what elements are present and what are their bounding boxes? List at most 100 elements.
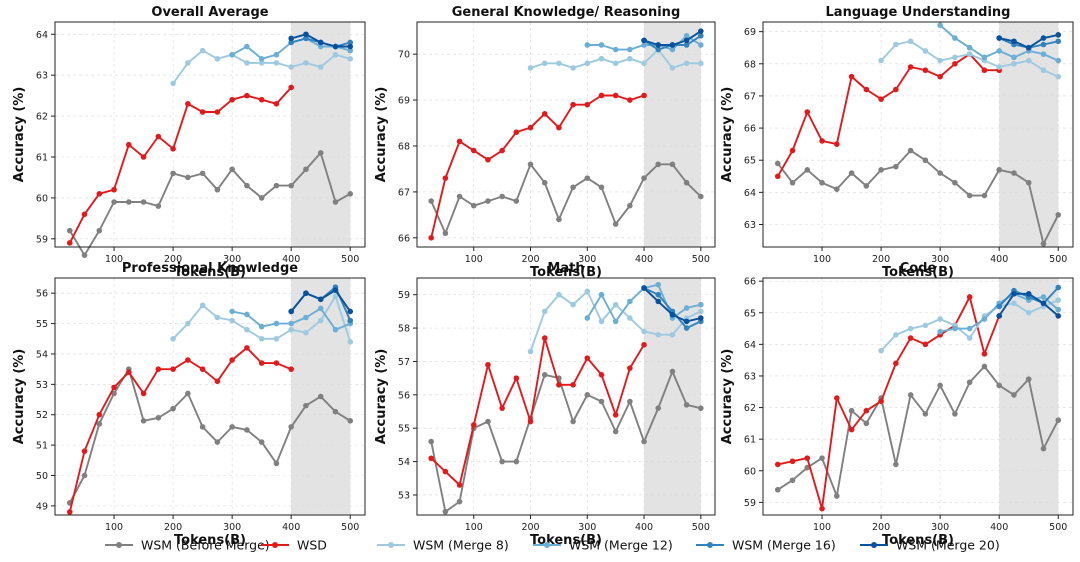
data-point — [527, 161, 534, 168]
data-point — [878, 96, 884, 102]
shaded-region — [999, 278, 1059, 515]
data-point — [229, 357, 235, 363]
y-tick-label: 67 — [398, 187, 410, 198]
data-point — [698, 28, 704, 34]
data-point — [288, 182, 294, 189]
data-point — [347, 47, 354, 54]
data-point — [1011, 291, 1017, 297]
data-point — [834, 395, 840, 401]
data-point — [598, 42, 605, 48]
data-point — [541, 111, 548, 117]
y-tick-label: 54 — [398, 457, 410, 468]
data-point — [288, 308, 294, 315]
y-axis-label: Accuracy (%) — [12, 349, 27, 445]
data-point — [922, 67, 929, 74]
data-point — [598, 318, 605, 325]
data-point — [1040, 51, 1047, 57]
data-point — [456, 138, 463, 145]
data-point — [966, 51, 973, 57]
x-tick-label: 500 — [692, 254, 710, 265]
data-point — [834, 141, 840, 147]
y-tick-label: 56 — [36, 289, 48, 300]
data-point — [627, 202, 633, 209]
data-point — [229, 51, 235, 58]
data-point — [683, 179, 690, 186]
data-point — [317, 317, 324, 324]
y-axis-label: Accuracy (%) — [720, 87, 735, 183]
data-point — [996, 313, 1002, 319]
data-point — [698, 308, 704, 315]
data-point — [258, 323, 265, 330]
y-tick-label: 52 — [36, 410, 48, 421]
data-point — [612, 46, 619, 53]
panel-title: Code — [900, 261, 937, 276]
data-point — [513, 198, 520, 204]
data-point — [244, 182, 250, 189]
data-point — [347, 418, 354, 424]
series-wsm-before-merge — [66, 150, 354, 258]
series-wsm-merge-16 — [996, 284, 1062, 310]
data-point — [456, 498, 463, 505]
chart-panel-general-knowledge-reasoning: 100 200 300 400 500 66 67 68 69 70 General Knowled… — [374, 5, 716, 280]
x-tick-label: 100 — [813, 254, 831, 265]
data-point — [513, 129, 520, 136]
series-wsm-before-merge — [66, 366, 354, 506]
data-point — [199, 109, 206, 115]
data-point — [612, 428, 619, 435]
data-point — [527, 348, 534, 355]
data-point — [1055, 313, 1062, 319]
data-point — [627, 46, 633, 53]
x-axis-label: Tokens(B) — [174, 533, 246, 548]
data-point — [303, 60, 309, 66]
x-tick-label: 100 — [105, 522, 123, 533]
data-point — [214, 378, 221, 385]
data-point — [1055, 57, 1062, 64]
data-point — [655, 281, 662, 288]
data-point — [485, 418, 491, 425]
data-point — [819, 455, 825, 461]
data-point — [612, 221, 619, 227]
y-tick-label: 61 — [744, 435, 756, 446]
data-point — [244, 311, 250, 318]
plot-frame — [416, 277, 716, 516]
data-point — [819, 179, 825, 186]
data-point — [789, 458, 796, 465]
data-point — [303, 329, 309, 336]
x-tick-label: 500 — [341, 254, 359, 265]
plot-frame — [54, 21, 366, 248]
y-tick-label: 59 — [398, 290, 410, 301]
data-point — [317, 305, 324, 312]
data-point — [598, 92, 605, 99]
data-point — [140, 199, 147, 205]
x-tick-label: 200 — [872, 522, 890, 533]
data-point — [937, 73, 943, 80]
data-point — [185, 101, 191, 107]
y-tick-label: 60 — [36, 193, 48, 204]
data-point — [863, 420, 870, 427]
series-wsd — [66, 345, 294, 515]
data-point — [893, 86, 899, 93]
data-point — [66, 240, 73, 246]
data-point — [185, 390, 191, 397]
panel-title: Language Understanding — [826, 5, 1011, 20]
data-point — [1011, 60, 1017, 67]
legend-item-wsd: WSD — [261, 538, 327, 553]
y-axis-label: Accuracy (%) — [12, 87, 27, 183]
chart-panel-professional-knowledge: 100 200 300 400 500 49 50 51 52 53 54 55 56 Professio… — [12, 261, 366, 548]
x-tick-label: 100 — [105, 254, 123, 265]
x-tick-label: 200 — [521, 522, 539, 533]
panel-title: General Knowledge/ Reasoning — [452, 5, 681, 20]
data-point — [288, 35, 294, 42]
data-point — [317, 393, 324, 400]
data-point — [288, 64, 294, 70]
data-point — [612, 318, 619, 325]
data-point — [683, 42, 690, 48]
data-point — [244, 43, 250, 50]
data-point — [774, 461, 781, 468]
legend-swatch-marker — [544, 542, 550, 548]
data-point — [273, 360, 280, 366]
data-point — [214, 56, 221, 62]
data-point — [556, 216, 562, 223]
data-point — [1055, 212, 1062, 218]
data-point — [893, 360, 899, 367]
